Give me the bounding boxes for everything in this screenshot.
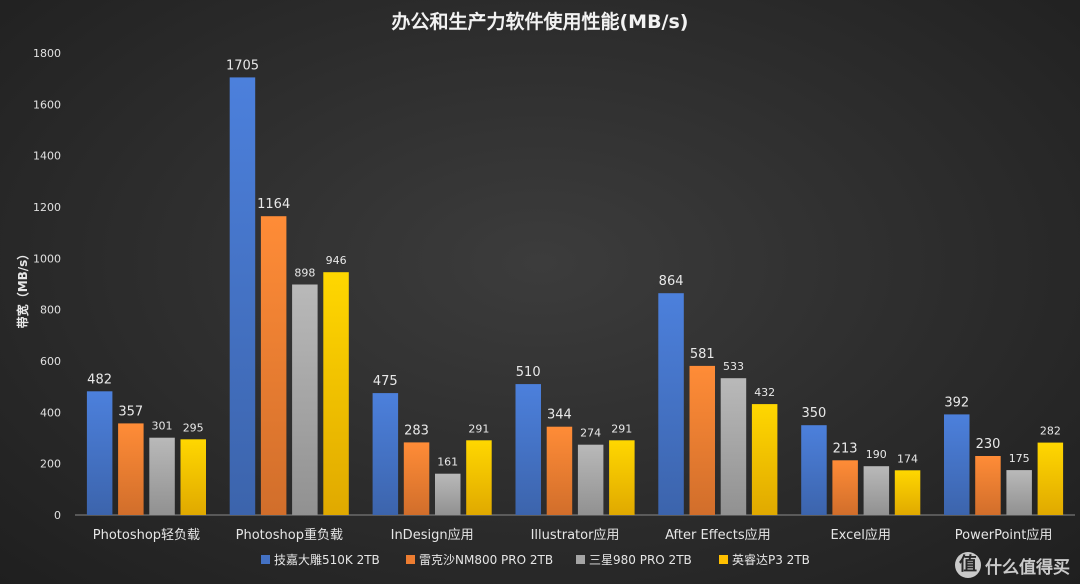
watermark: 值 什么值得买 xyxy=(955,552,1070,578)
bar-雷克沙NM800-PRO-2TB xyxy=(689,365,715,515)
bar-value-label: 283 xyxy=(404,423,429,438)
x-tick-label: Photoshop重负载 xyxy=(236,527,343,543)
bar-雷克沙NM800-PRO-2TB xyxy=(403,442,430,515)
bar-value-label: 510 xyxy=(516,365,541,380)
bar-value-label: 864 xyxy=(659,274,684,289)
watermark-text: 什么值得买 xyxy=(985,557,1070,578)
bar-value-label: 1705 xyxy=(226,58,259,73)
bar-value-label: 344 xyxy=(547,408,572,423)
bar-三星980-PRO-2TB xyxy=(149,437,175,515)
bar-技嘉大雕510K-2TB xyxy=(658,293,684,515)
bar-三星980-PRO-2TB xyxy=(292,284,318,515)
bar-value-label: 898 xyxy=(294,267,315,280)
legend: 技嘉大雕510K 2TB 雷克沙NM800 PRO 2TB 三星980 PRO 2T… xyxy=(261,552,810,567)
x-axis-ticks: Photoshop轻负载 Photoshop重负载 InDesign应用 Illust… xyxy=(93,527,1053,543)
legend-swatch xyxy=(406,555,415,564)
bar-技嘉大雕510K-2TB xyxy=(944,414,970,515)
y-tick-label: 200 xyxy=(40,458,61,471)
bar-三星980-PRO-2TB xyxy=(720,378,747,515)
watermark-logo-icon: 值 xyxy=(955,552,981,578)
y-axis-label: 带宽（MB/s） xyxy=(15,248,30,329)
bar-英睿达P3-2TB xyxy=(1037,442,1064,515)
bar-value-label: 475 xyxy=(373,374,398,389)
bar-技嘉大雕510K-2TB xyxy=(515,384,541,515)
x-tick-label: InDesign应用 xyxy=(391,527,474,543)
x-tick-label: Illustrator应用 xyxy=(531,527,620,543)
legend-label: 雷克沙NM800 PRO 2TB xyxy=(419,553,553,567)
y-tick-label: 1000 xyxy=(33,252,61,265)
y-tick-label: 1800 xyxy=(33,47,61,60)
bar-三星980-PRO-2TB xyxy=(1006,470,1032,515)
bar-value-label: 174 xyxy=(897,452,918,465)
legend-swatch xyxy=(719,555,728,564)
bar-技嘉大雕510K-2TB xyxy=(229,77,256,516)
y-tick-label: 800 xyxy=(40,304,61,317)
bar-雷克沙NM800-PRO-2TB xyxy=(546,426,573,515)
bar-value-label: 282 xyxy=(1040,425,1061,438)
y-tick-label: 400 xyxy=(40,406,61,419)
bar-三星980-PRO-2TB xyxy=(863,466,890,515)
legend-label: 三星980 PRO 2TB xyxy=(589,553,692,567)
bar-value-label: 357 xyxy=(118,404,143,419)
bar-雷克沙NM800-PRO-2TB xyxy=(118,423,144,515)
bar-value-label: 1164 xyxy=(257,197,290,212)
legend-label: 英睿达P3 2TB xyxy=(732,552,810,567)
bar-技嘉大雕510K-2TB xyxy=(86,391,113,515)
legend-label: 技嘉大雕510K 2TB xyxy=(274,552,380,567)
bar-value-label: 190 xyxy=(866,448,887,461)
bar-三星980-PRO-2TB xyxy=(435,473,461,515)
bar-value-label: 301 xyxy=(152,420,173,433)
bar-三星980-PRO-2TB xyxy=(577,444,604,515)
y-tick-label: 1200 xyxy=(33,201,61,214)
bar-value-label: 581 xyxy=(690,347,715,362)
bar-value-label: 213 xyxy=(833,441,858,456)
bar-value-label: 432 xyxy=(754,386,775,399)
bar-英睿达P3-2TB xyxy=(466,440,492,515)
bar-value-label: 946 xyxy=(326,254,347,267)
bar-value-label: 291 xyxy=(468,422,489,435)
bar-value-label: 533 xyxy=(723,360,744,373)
y-tick-label: 1400 xyxy=(33,150,61,163)
chart-title: 办公和生产力软件使用性能(MB/s) xyxy=(391,10,688,33)
bar-value-label: 274 xyxy=(580,427,601,440)
bar-英睿达P3-2TB xyxy=(751,404,778,515)
y-tick-label: 1600 xyxy=(33,98,61,111)
x-tick-label: After Effects应用 xyxy=(665,527,771,543)
bar-value-label: 350 xyxy=(801,406,826,421)
value-labels-group: 482 357 301 295 1705 1164 898 946 475 283 161 291 51… xyxy=(87,58,1061,468)
bar-value-label: 230 xyxy=(976,437,1001,452)
bar-value-label: 161 xyxy=(437,456,458,469)
y-tick-label: 0 xyxy=(54,509,61,522)
x-tick-label: Photoshop轻负载 xyxy=(93,528,200,543)
bar-雷克沙NM800-PRO-2TB xyxy=(975,456,1001,515)
bar-雷克沙NM800-PRO-2TB xyxy=(260,216,287,515)
y-axis-ticks: 0 200 400 600 800 1000 1200 1400 1600 1800 xyxy=(33,47,61,522)
bar-value-label: 175 xyxy=(1009,452,1030,465)
bar-英睿达P3-2TB xyxy=(180,439,206,515)
y-tick-label: 600 xyxy=(40,355,61,368)
x-tick-label: PowerPoint应用 xyxy=(955,527,1053,543)
bar-value-label: 295 xyxy=(183,421,204,434)
bars-group xyxy=(86,77,1064,516)
bar-技嘉大雕510K-2TB xyxy=(372,393,399,515)
bar-英睿达P3-2TB xyxy=(609,440,635,515)
bar-雷克沙NM800-PRO-2TB xyxy=(832,460,858,515)
x-tick-label: Excel应用 xyxy=(830,527,890,543)
legend-swatch xyxy=(576,555,585,564)
bar-技嘉大雕510K-2TB xyxy=(801,425,827,515)
bar-英睿达P3-2TB xyxy=(894,470,921,515)
bar-value-label: 392 xyxy=(944,395,969,410)
bar-英睿达P3-2TB xyxy=(323,272,349,515)
bar-value-label: 482 xyxy=(87,372,112,387)
legend-swatch xyxy=(261,555,270,564)
bar-value-label: 291 xyxy=(611,422,632,435)
